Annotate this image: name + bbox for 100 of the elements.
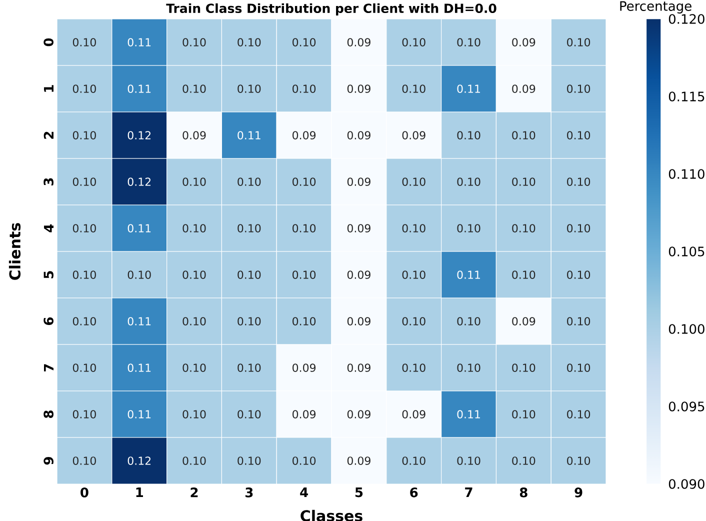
data-label: 0.09	[347, 224, 370, 232]
data-label: 0.10	[402, 456, 426, 465]
data-label: 0.10	[457, 364, 480, 372]
data-label: 0.10	[72, 410, 96, 418]
data-label: 0.11	[128, 224, 151, 232]
y-tick-label: 7	[44, 364, 54, 372]
data-label: 0.10	[402, 364, 426, 372]
data-label: 0.09	[347, 317, 370, 326]
data-label: 0.10	[128, 270, 151, 279]
data-label: 0.10	[292, 456, 316, 465]
data-label: 0.10	[457, 178, 480, 186]
data-label: 0.11	[457, 270, 480, 279]
data-label: 0.10	[512, 270, 536, 279]
data-label: 0.10	[567, 131, 590, 140]
y-tick-label: 2	[44, 132, 54, 139]
data-label: 0.10	[402, 270, 426, 279]
data-label: 0.10	[72, 84, 96, 93]
data-label: 0.09	[292, 131, 316, 140]
y-axis-title: Clients	[8, 223, 21, 280]
data-label: 0.10	[292, 317, 316, 326]
data-label: 0.09	[512, 317, 536, 326]
color-bar-label: 0.110	[668, 169, 704, 179]
data-label: 0.10	[238, 364, 261, 372]
data-label: 0.10	[72, 270, 96, 279]
data-label: 0.10	[512, 456, 536, 465]
data-label: 0.10	[182, 224, 206, 232]
data-label: 0.10	[402, 38, 426, 46]
data-label: 0.12	[128, 131, 150, 140]
data-label: 0.10	[292, 270, 316, 279]
data-label: 0.10	[238, 224, 261, 232]
data-label: 0.10	[182, 84, 206, 93]
data-label: 0.10	[292, 38, 316, 46]
color-bar-label: 0.100	[668, 324, 704, 334]
data-label: 0.10	[457, 131, 480, 140]
data-label: 0.10	[567, 410, 590, 418]
data-label: 0.10	[72, 38, 96, 46]
data-label: 0.11	[128, 317, 151, 326]
data-label: 0.10	[182, 317, 206, 326]
data-label: 0.11	[457, 410, 480, 418]
data-label: 0.11	[457, 84, 480, 93]
data-label: 0.10	[512, 224, 536, 232]
y-tick-label: 6	[44, 317, 54, 325]
data-label: 0.11	[238, 131, 260, 140]
data-label: 0.09	[347, 178, 370, 186]
data-label: 0.10	[182, 178, 206, 186]
data-label: 0.09	[347, 410, 370, 418]
x-tick-label: 9	[574, 488, 582, 498]
data-label: 0.10	[402, 84, 426, 93]
data-label: 0.10	[567, 178, 590, 186]
color-bar-label: 0.115	[668, 92, 704, 102]
x-tick-label: 8	[520, 488, 528, 498]
data-label: 0.10	[567, 364, 590, 372]
x-tick-label: 3	[245, 488, 253, 498]
data-label: 0.10	[512, 131, 536, 140]
data-label: 0.10	[402, 224, 426, 232]
y-tick-label: 5	[44, 271, 54, 278]
data-label: 0.09	[292, 364, 316, 372]
color-bar-label: 0.095	[668, 402, 704, 412]
data-label: 0.11	[128, 84, 151, 93]
data-label: 0.09	[512, 84, 536, 93]
y-tick-label: 1	[44, 85, 54, 92]
data-label: 0.09	[347, 38, 370, 46]
data-label: 0.11	[128, 410, 151, 418]
data-label: 0.10	[72, 364, 96, 372]
data-label: 0.09	[182, 131, 206, 140]
x-tick-label: 0	[80, 488, 88, 498]
data-label: 0.09	[402, 410, 426, 418]
data-label: 0.10	[457, 38, 480, 46]
data-label: 0.10	[402, 178, 426, 186]
data-label: 0.10	[182, 364, 206, 372]
data-label: 0.09	[347, 456, 370, 465]
data-label: 0.10	[238, 84, 261, 93]
color-bar-label: 0.090	[668, 479, 704, 489]
data-label: 0.12	[128, 178, 150, 186]
data-label: 0.10	[72, 131, 96, 140]
y-tick-label: 8	[44, 410, 54, 418]
data-label: 0.10	[512, 364, 536, 372]
x-tick-label: 2	[190, 488, 198, 498]
data-label: 0.10	[457, 224, 480, 232]
data-label: 0.10	[567, 317, 590, 326]
data-label: 0.10	[457, 456, 480, 465]
data-label: 0.12	[128, 456, 150, 465]
data-label: 0.10	[292, 178, 316, 186]
color-bar-label: 0.105	[668, 246, 704, 256]
data-label: 0.10	[182, 270, 206, 279]
data-label: 0.10	[182, 38, 206, 46]
data-label: 0.10	[238, 178, 261, 186]
x-tick-label: 4	[300, 488, 308, 497]
color-bar-label: 0.120	[668, 14, 704, 24]
data-label: 0.10	[457, 317, 480, 326]
data-label: 0.10	[238, 38, 261, 46]
data-label: 0.09	[512, 38, 536, 46]
data-label: 0.10	[72, 456, 96, 465]
y-tick-label: 0	[44, 38, 54, 46]
data-label: 0.10	[72, 224, 96, 232]
data-label: 0.10	[567, 270, 590, 279]
color-bar-title: Percentage	[620, 1, 692, 14]
data-label: 0.09	[402, 131, 426, 140]
data-label: 0.10	[238, 317, 261, 326]
data-label: 0.10	[72, 317, 96, 326]
